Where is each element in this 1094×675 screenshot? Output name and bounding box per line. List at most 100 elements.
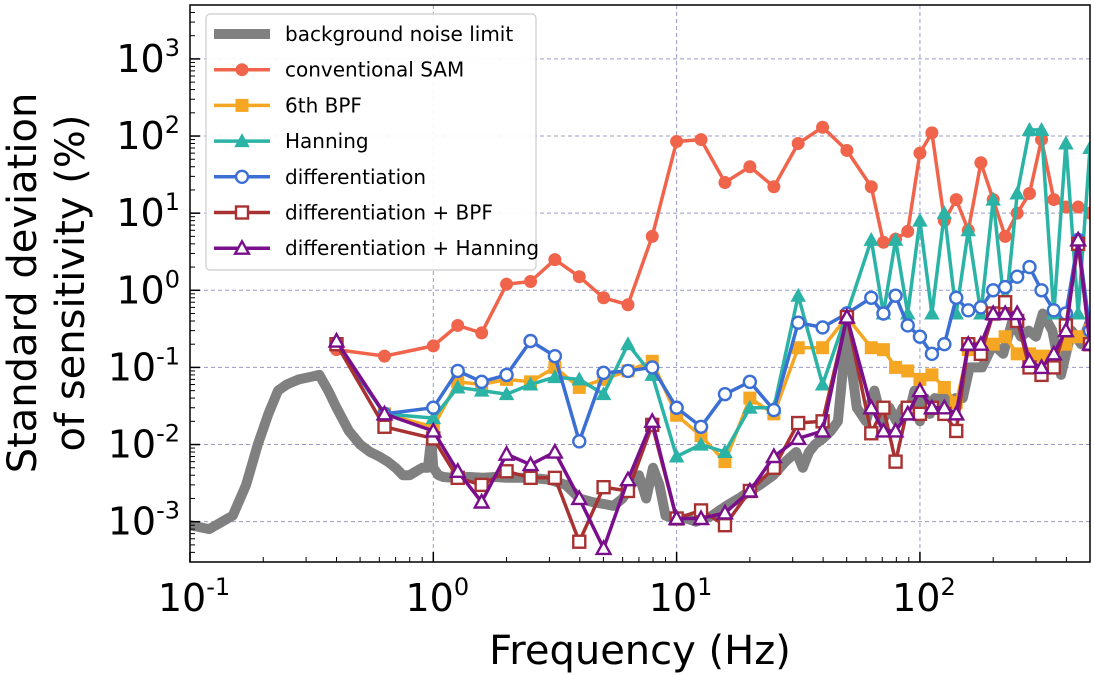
data-point-conventional-sam [500,277,514,291]
data-point-differentiation [693,419,709,434]
data-point-hanning [717,444,733,459]
data-point-conventional-sam [548,253,562,267]
data-point-differentiation-hanning [716,503,734,520]
data-point-differentiation-hanning [922,398,941,415]
legend-swatch-marker [235,98,249,112]
data-point-conventional-sam [1071,200,1085,214]
data-point-differentiation-bpf [888,454,903,469]
data-point-6th-bpf [816,341,830,355]
data-point-hanning [668,448,685,463]
data-point-differentiation-hanning [1032,358,1051,375]
data-point-hanning [595,386,612,401]
y-axis-title-line-2: of sensitivity (%) [48,115,94,452]
y-tick-label: 10-3 [108,497,180,544]
data-point-differentiation [912,329,928,344]
data-point-6th-bpf [1010,347,1024,361]
data-point-hanning [790,287,806,302]
data-point-6th-bpf [901,364,915,378]
data-point-differentiation-hanning [472,492,491,509]
data-point-conventional-sam [767,180,781,194]
legend-item-hanning[interactable]: Hanning [214,129,369,153]
data-point-differentiation [1009,269,1025,284]
data-point-differentiation [949,290,964,305]
series-hanning [328,121,1090,463]
legend-swatch-marker [235,63,249,77]
data-point-hanning [498,386,515,401]
data-point-differentiation [523,333,538,349]
data-point-conventional-sam [913,146,927,160]
legend-item-differentiation-hanning[interactable]: differentiation + Hanning [214,236,539,260]
data-point-6th-bpf [876,343,890,357]
data-point-differentiation-hanning [813,421,832,438]
data-point-conventional-sam [791,137,805,151]
legend-item-background-noise-limit[interactable]: background noise limit [214,22,513,46]
data-point-conventional-sam [621,298,635,312]
legend-item-differentiation[interactable]: differentiation [214,165,426,189]
data-point-differentiation-hanning [910,381,929,398]
data-point-differentiation-hanning [497,444,516,461]
data-point-hanning [1070,305,1086,320]
data-point-differentiation [645,360,660,375]
data-point-differentiation-hanning [594,539,613,556]
data-point-differentiation-hanning [1056,321,1075,338]
x-tick-label: 100 [405,573,469,620]
data-point-conventional-sam [670,134,684,148]
legend-label: background noise limit [285,22,513,46]
data-point-differentiation-hanning [740,481,759,498]
data-point-differentiation-hanning [971,334,990,351]
data-point-hanning [473,382,490,397]
data-point-hanning [449,379,466,394]
legend-label: differentiation [285,165,426,189]
data-point-differentiation-bpf [547,470,563,486]
data-point-differentiation-hanning [424,421,443,438]
data-point-conventional-sam [864,180,878,194]
data-point-differentiation [937,337,952,352]
data-point-differentiation [997,279,1013,295]
legend-label: differentiation + BPF [285,201,493,225]
data-point-conventional-sam [377,349,391,363]
data-point-hanning [814,376,831,391]
legend-item-conventional-sam[interactable]: conventional SAM [214,58,464,82]
data-point-hanning [924,305,940,320]
data-point-conventional-sam [645,229,659,243]
data-point-hanning [887,231,904,246]
legend-label: 6th BPF [285,93,362,117]
data-point-differentiation-bpf [474,477,489,493]
data-point-conventional-sam [426,339,440,353]
data-point-differentiation-hanning [959,334,978,351]
legend[interactable]: background noise limit conventional SAM 6t… [205,13,539,271]
data-point-differentiation [973,300,989,315]
x-tick-label: 10-1 [158,573,230,620]
data-point-conventional-sam [816,120,830,134]
data-point-differentiation-bpf [876,400,891,415]
data-point-differentiation [669,400,684,415]
data-point-hanning [1021,121,1038,136]
data-point-differentiation-hanning [570,489,589,506]
data-point-differentiation-hanning [874,421,893,438]
data-point-conventional-sam [572,270,586,284]
data-point-differentiation-hanning [837,307,856,324]
data-point-hanning [571,371,588,386]
data-point-differentiation-bpf [572,534,587,549]
legend-item-6th-bpf[interactable]: 6th BPF [214,93,362,117]
data-point-conventional-sam [718,175,732,189]
data-point-differentiation-hanning [1008,304,1027,321]
data-point-differentiation-hanning [1020,351,1039,369]
data-point-differentiation [596,365,611,381]
data-point-differentiation [876,306,891,321]
data-point-hanning [936,205,953,220]
data-point-differentiation [900,318,915,333]
y-tick-label: 102 [116,111,180,158]
data-point-conventional-sam [1022,186,1036,200]
data-point-hanning [620,336,636,351]
y-tick-label: 10-1 [108,342,180,389]
data-point-differentiation-bpf [523,470,538,486]
data-point-conventional-sam [840,143,854,157]
legend-item-differentiation-bpf[interactable]: differentiation + BPF [214,201,493,225]
data-point-differentiation-bpf [596,479,611,495]
data-point-differentiation-hanning [984,304,1003,321]
data-point-differentiation [426,400,441,415]
plot-frame [189,4,1091,563]
data-point-conventional-sam [597,291,611,305]
